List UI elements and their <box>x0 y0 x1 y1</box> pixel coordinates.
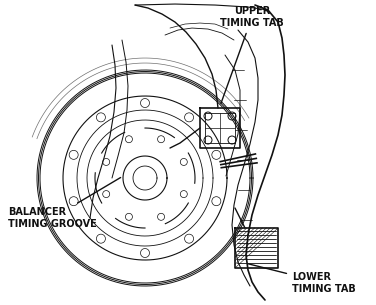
Text: BALANCER
TIMING GROOVE: BALANCER TIMING GROOVE <box>8 178 121 229</box>
Text: UPPER
TIMING TAB: UPPER TIMING TAB <box>220 6 284 103</box>
Text: LOWER
TIMING TAB: LOWER TIMING TAB <box>248 264 356 294</box>
